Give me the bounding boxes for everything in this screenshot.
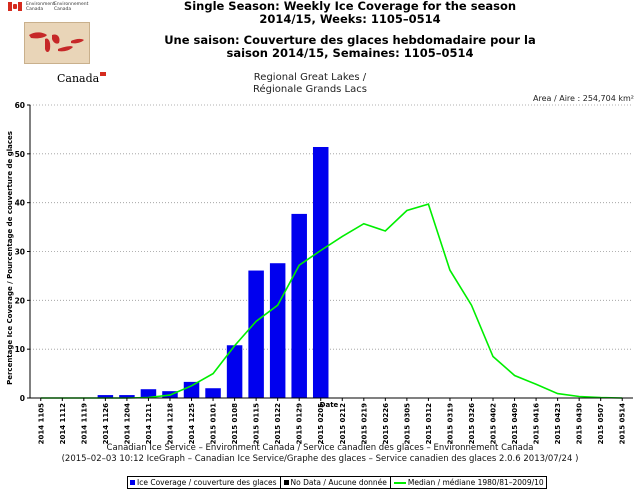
bar-2015-0129: [291, 213, 307, 398]
y-tick-label: 30: [15, 248, 25, 257]
x-tick-label: 2015 0115: [253, 403, 261, 445]
legend-item-nodata: No Data / Aucune donnée: [283, 478, 387, 487]
x-tick-label: 2015 0312: [425, 403, 433, 445]
x-tick-label: 2015 0319: [446, 403, 454, 445]
canada-wordmark: Canada: [57, 72, 107, 85]
grid-lines: [30, 104, 633, 350]
median-line: [40, 203, 623, 399]
x-tick-label: 2015 0326: [468, 403, 476, 445]
legend-swatch-ice: [130, 480, 135, 485]
x-tick-label: 2015 0101: [210, 403, 218, 445]
bar-2015-0122: [269, 263, 286, 398]
y-tick-label: 20: [15, 296, 25, 305]
y-tick-label: 0: [20, 394, 25, 403]
axes: 0 10 20 30 40 50 60 2014 1105 2014 1112 2014 1119…: [15, 101, 633, 444]
x-tick-label: 2015 0226: [382, 403, 390, 445]
x-tick-label: 2014 1126: [102, 403, 110, 445]
x-tick-label: 2015 0108: [231, 403, 239, 445]
canada-flag-icon: [8, 2, 22, 11]
y-tick-label: 60: [15, 101, 25, 110]
x-tick-label: 2015 0430: [576, 403, 584, 445]
x-tick-label: 2015 0305: [403, 403, 411, 445]
x-tick-label: 2015 0507: [597, 403, 605, 445]
y-axis-label: Percentage Ice Coverage / Pourcentage de…: [6, 131, 14, 385]
government-logo: Environment Canada Environnement Canada: [8, 2, 89, 12]
bar-2015-0115: [248, 270, 264, 398]
department-name-fr: Environnement Canada: [54, 2, 89, 12]
y-tick-label: 40: [15, 199, 25, 208]
bar-2014-1225: [183, 381, 200, 398]
x-tick-label: 2015 0219: [360, 403, 368, 445]
chart-legend: Ice Coverage / couverture des glaces No …: [127, 476, 547, 489]
x-tick-label: 2014 1119: [80, 403, 88, 445]
x-tick-label: 2014 1204: [123, 403, 131, 445]
x-tick-label: 2015 0129: [296, 403, 304, 445]
area-label: Area / Aire : 254,704 km²: [533, 94, 634, 103]
y-tick-label: 10: [15, 345, 25, 354]
x-tick-label: 2015 0205: [317, 403, 325, 445]
x-tick-label: 2014 1225: [188, 403, 196, 445]
footer-credit: Canadian Ice Service – Environment Canad…: [106, 443, 534, 453]
x-tick-label: 2015 0416: [533, 403, 541, 445]
chart-title-en: Single Season: Weekly Ice Coverage for t…: [183, 0, 517, 26]
x-tick-label: 2015 0514: [619, 403, 627, 445]
great-lakes-map-icon: [24, 22, 90, 64]
x-axis-label: Date: [320, 401, 339, 409]
x-tick-label: 2014 1105: [37, 403, 45, 445]
footer-version: (2015–02–03 10:12 IceGraph – Canadian Ic…: [61, 454, 579, 464]
bar-2015-0205: [312, 146, 329, 398]
bar-2014-1126: [97, 395, 114, 398]
bar-series: [97, 146, 329, 398]
chart-title-fr: Une saison: Couverture des glaces hebdom…: [164, 33, 536, 60]
x-tick-label: 2014 1218: [167, 403, 175, 445]
x-tick-label: 2014 1112: [59, 403, 67, 445]
bar-2015-0108: [226, 345, 243, 398]
y-tick-label: 50: [15, 150, 25, 159]
x-tick-label: 2014 1211: [145, 403, 153, 445]
legend-item-median: Median / médiane 1980/81–2009/10: [393, 478, 544, 487]
median-series: [40, 203, 623, 399]
x-tick-label: 2015 0423: [554, 403, 562, 445]
x-tick-label: 2015 0409: [511, 403, 519, 445]
legend-item-ice: Ice Coverage / couverture des glaces: [130, 478, 277, 487]
bar-2014-1204: [119, 395, 135, 398]
x-tick-label: 2015 0212: [339, 403, 347, 445]
bar-2015-0101: [205, 388, 221, 398]
bar-2014-1211: [140, 389, 157, 398]
legend-swatch-median: [393, 481, 406, 484]
x-tick-label: 2015 0122: [274, 403, 282, 445]
region-label: Regional Great Lakes / Régionale Grands …: [253, 72, 367, 95]
legend-swatch-nodata: [283, 480, 289, 485]
department-name-en: Environment Canada: [26, 2, 55, 12]
x-tick-label: 2015 0402: [490, 403, 498, 445]
